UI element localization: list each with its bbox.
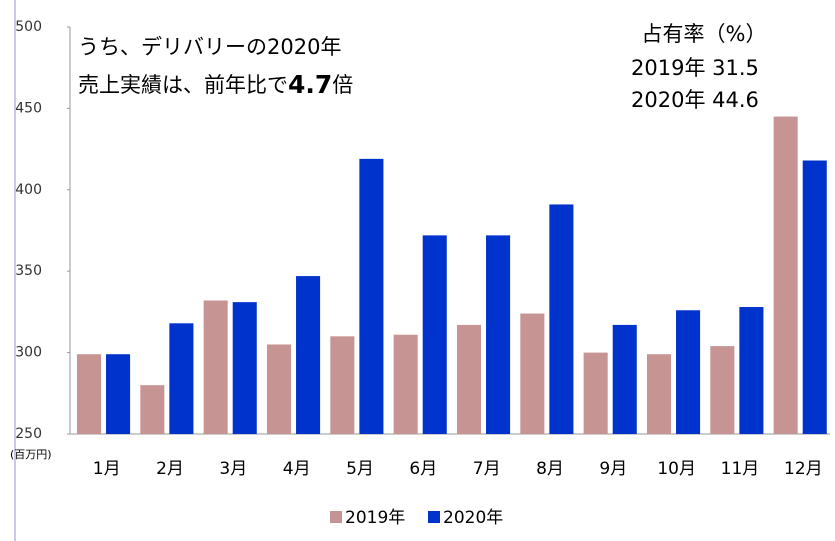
annotation-text: 倍 — [332, 73, 353, 97]
bar — [739, 307, 764, 434]
y-tick-label: 500 — [15, 19, 42, 35]
bar — [612, 324, 637, 434]
bar — [393, 334, 418, 434]
bar — [456, 324, 482, 434]
bar — [583, 352, 608, 434]
annotation: うち、デリバリーの2020年 — [78, 35, 341, 59]
bar — [359, 158, 384, 435]
x-tick-label: 10月 — [657, 459, 696, 479]
y-tick-label: 250 — [15, 426, 42, 442]
bar — [76, 354, 102, 434]
legend-label: 2019年 — [345, 508, 405, 528]
x-tick-label: 2月 — [156, 459, 184, 479]
x-tick-label: 4月 — [283, 459, 311, 479]
x-tick-label: 1月 — [93, 459, 121, 479]
bar — [296, 276, 321, 434]
x-tick-label: 9月 — [599, 459, 627, 479]
bar — [203, 300, 228, 434]
y-tick-label: 450 — [15, 100, 42, 116]
x-tick-label: 7月 — [473, 459, 501, 479]
bar — [676, 310, 701, 434]
bar — [422, 235, 447, 434]
bar — [710, 346, 735, 434]
bar — [802, 160, 827, 434]
annotation: 2020年 44.6 — [631, 88, 759, 112]
y-tick-label: 300 — [15, 345, 42, 361]
x-tick-label: 11月 — [721, 459, 760, 479]
y-tick-label: 350 — [15, 263, 42, 279]
bar — [520, 313, 545, 434]
bar — [486, 235, 511, 434]
bar — [330, 336, 355, 434]
bar — [549, 204, 574, 434]
x-tick-label: 8月 — [536, 459, 564, 479]
annotation: 2019年 31.5 — [631, 56, 759, 80]
bar — [169, 323, 194, 434]
y-unit: (百万円) — [10, 448, 52, 461]
x-tick-label: 12月 — [784, 459, 823, 479]
bar — [266, 344, 292, 434]
y-tick-label: 400 — [15, 182, 42, 198]
bar — [646, 354, 672, 434]
bar — [140, 385, 165, 434]
annotation-text: 売上実績は、前年比で — [78, 73, 288, 97]
annotation-bold: 4.7 — [288, 70, 332, 99]
bar — [773, 116, 798, 434]
annotation: 占有率（%） — [642, 22, 767, 46]
bar — [232, 302, 257, 434]
x-tick-label: 3月 — [219, 459, 247, 479]
legend-swatch — [330, 511, 342, 523]
x-tick-label: 5月 — [346, 459, 374, 479]
x-tick-label: 6月 — [409, 459, 437, 479]
bar — [106, 354, 131, 434]
annotation: 売上実績は、前年比で4.7倍 — [78, 70, 353, 99]
legend-label: 2020年 — [443, 508, 503, 528]
legend-swatch — [428, 511, 440, 523]
